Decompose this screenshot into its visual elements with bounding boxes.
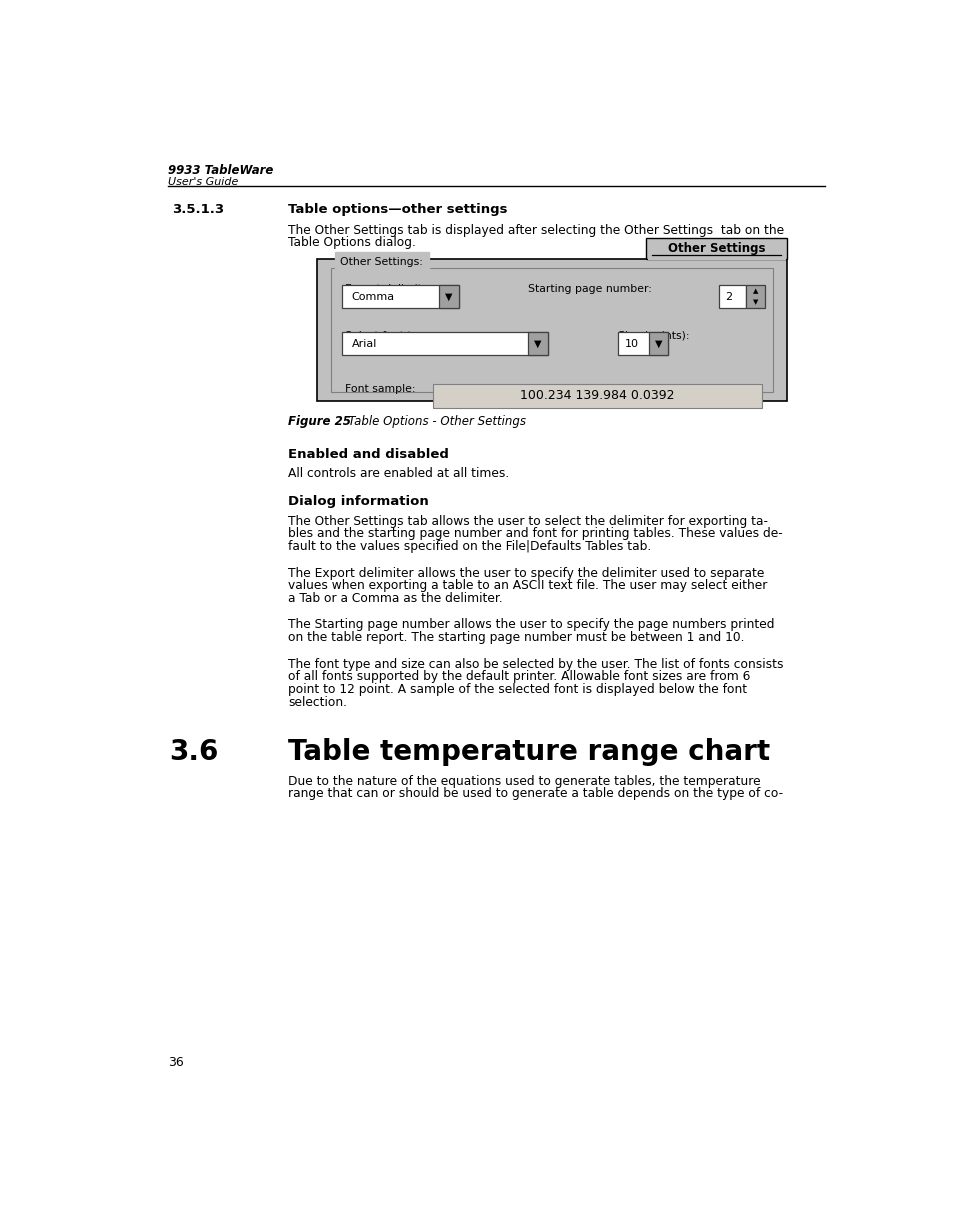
Text: User's Guide: User's Guide: [168, 177, 238, 188]
Text: 9933 TableWare: 9933 TableWare: [168, 164, 274, 177]
Text: The Starting page number allows the user to specify the page numbers printed: The Starting page number allows the user…: [288, 618, 774, 632]
Text: ▲: ▲: [752, 288, 758, 294]
Text: Other Settings:: Other Settings:: [340, 258, 422, 267]
Text: All controls are enabled at all times.: All controls are enabled at all times.: [288, 466, 509, 480]
Text: 2: 2: [724, 292, 732, 302]
Text: 100.234 139.984 0.0392: 100.234 139.984 0.0392: [519, 389, 674, 402]
Text: of all fonts supported by the default printer. Allowable font sizes are from 6: of all fonts supported by the default pr…: [288, 670, 750, 683]
FancyBboxPatch shape: [316, 259, 786, 401]
Text: a Tab or a Comma as the delimiter.: a Tab or a Comma as the delimiter.: [288, 591, 502, 605]
FancyBboxPatch shape: [649, 333, 667, 355]
Text: The font type and size can also be selected by the user. The list of fonts consi: The font type and size can also be selec…: [288, 658, 782, 671]
Text: point to 12 point. A sample of the selected font is displayed below the font: point to 12 point. A sample of the selec…: [288, 683, 746, 696]
FancyBboxPatch shape: [719, 285, 745, 308]
FancyBboxPatch shape: [342, 333, 547, 355]
Text: Table options—other settings: Table options—other settings: [288, 204, 507, 216]
Text: values when exporting a table to an ASCII text file. The user may select either: values when exporting a table to an ASCI…: [288, 579, 767, 593]
Text: bles and the starting page number and font for printing tables. These values de-: bles and the starting page number and fo…: [288, 528, 782, 540]
Text: Font sample:: Font sample:: [344, 384, 415, 394]
Text: Comma: Comma: [352, 292, 395, 302]
Text: The Other Settings tab is displayed after selecting the Other Settings  tab on t: The Other Settings tab is displayed afte…: [288, 225, 783, 237]
FancyBboxPatch shape: [438, 285, 458, 308]
FancyBboxPatch shape: [331, 269, 773, 393]
Text: 36: 36: [168, 1056, 184, 1069]
Text: Select font to use:: Select font to use:: [344, 331, 444, 341]
FancyBboxPatch shape: [527, 333, 547, 355]
Text: ▼: ▼: [534, 339, 541, 348]
FancyBboxPatch shape: [433, 384, 760, 409]
Text: ▼: ▼: [752, 299, 758, 306]
FancyBboxPatch shape: [645, 238, 786, 259]
FancyBboxPatch shape: [647, 255, 785, 260]
Text: 3.6: 3.6: [170, 737, 219, 766]
Text: Table Options dialog.: Table Options dialog.: [288, 236, 416, 249]
Text: The Export delimiter allows the user to specify the delimiter used to separate: The Export delimiter allows the user to …: [288, 567, 763, 579]
Text: Table temperature range chart: Table temperature range chart: [288, 737, 769, 766]
FancyBboxPatch shape: [745, 285, 764, 308]
Text: 3.5.1.3: 3.5.1.3: [172, 204, 224, 216]
FancyBboxPatch shape: [617, 333, 667, 355]
Text: selection.: selection.: [288, 696, 347, 709]
Text: Due to the nature of the equations used to generate tables, the temperature: Due to the nature of the equations used …: [288, 774, 760, 788]
FancyBboxPatch shape: [342, 285, 458, 308]
Text: Export delimiter:: Export delimiter:: [344, 283, 436, 293]
Text: Size (points):: Size (points):: [617, 331, 688, 341]
Text: on the table report. The starting page number must be between 1 and 10.: on the table report. The starting page n…: [288, 631, 744, 644]
Text: Arial: Arial: [352, 339, 376, 348]
Text: The Other Settings tab allows the user to select the delimiter for exporting ta-: The Other Settings tab allows the user t…: [288, 514, 767, 528]
Text: Table Options - Other Settings: Table Options - Other Settings: [336, 415, 525, 428]
Text: range that can or should be used to generate a table depends on the type of co-: range that can or should be used to gene…: [288, 788, 782, 800]
Text: Starting page number:: Starting page number:: [528, 283, 652, 293]
Text: Other Settings: Other Settings: [667, 242, 764, 255]
Text: Enabled and disabled: Enabled and disabled: [288, 448, 449, 460]
Text: fault to the values specified on the File|Defaults Tables tab.: fault to the values specified on the Fil…: [288, 540, 651, 553]
Text: Figure 25: Figure 25: [288, 415, 351, 428]
Text: 10: 10: [624, 339, 639, 348]
Text: ▼: ▼: [654, 339, 661, 348]
Text: ▼: ▼: [444, 292, 452, 302]
Text: Dialog information: Dialog information: [288, 496, 429, 508]
